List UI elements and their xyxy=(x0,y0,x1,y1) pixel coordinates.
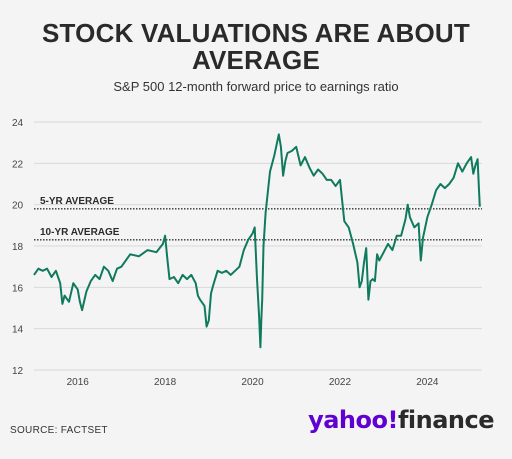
pe-ratio-line xyxy=(33,133,481,349)
y-tick-label: 24 xyxy=(12,118,24,129)
reference-line-label: 10-YR AVERAGE xyxy=(40,227,120,238)
y-tick-label: 12 xyxy=(12,366,24,377)
y-tick-label: 14 xyxy=(12,325,24,336)
chart-subtitle: S&P 500 12-month forward price to earnin… xyxy=(113,79,399,94)
yahoo-finance-logo: yahoo!finance xyxy=(308,406,494,434)
chart-title: STOCK VALUATIONS ARE ABOUT AVERAGE xyxy=(42,18,470,75)
x-tick-label: 2024 xyxy=(416,377,439,388)
logo-finance: finance xyxy=(397,406,495,434)
y-tick-label: 20 xyxy=(12,201,24,212)
y-tick-label: 18 xyxy=(12,242,24,253)
y-tick-label: 22 xyxy=(12,159,24,170)
logo-yahoo: yahoo! xyxy=(308,406,398,434)
source-note: SOURCE: FACTSET xyxy=(10,425,108,436)
x-tick-label: 2020 xyxy=(241,377,264,388)
y-tick-label: 16 xyxy=(12,283,24,294)
reference-line-label: 5-YR AVERAGE xyxy=(40,196,114,207)
x-tick-label: 2018 xyxy=(154,377,177,388)
x-tick-label: 2016 xyxy=(67,377,90,388)
x-tick-label: 2022 xyxy=(329,377,352,388)
